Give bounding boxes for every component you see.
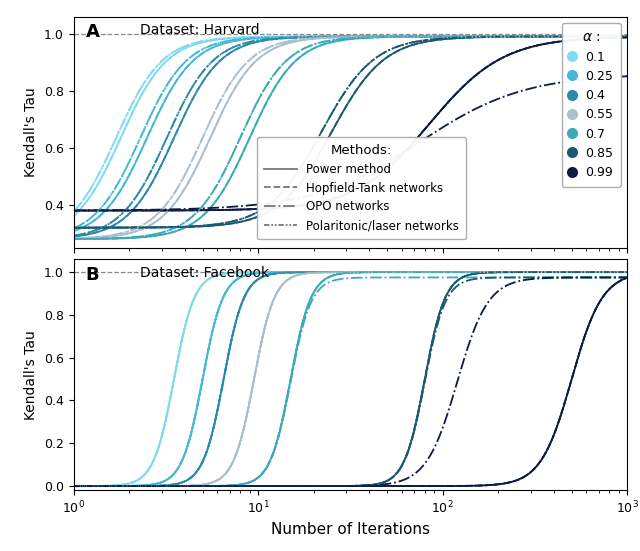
Y-axis label: Kendall's Tau: Kendall's Tau — [24, 330, 38, 420]
Text: Dataset: Harvard: Dataset: Harvard — [140, 24, 260, 37]
Y-axis label: Kendall's Tau: Kendall's Tau — [24, 87, 38, 177]
Text: B: B — [86, 266, 99, 284]
Legend: 0.1, 0.25, 0.4, 0.55, 0.7, 0.85, 0.99: 0.1, 0.25, 0.4, 0.55, 0.7, 0.85, 0.99 — [562, 23, 621, 187]
Text: Dataset: Facebook: Dataset: Facebook — [140, 266, 269, 280]
X-axis label: Number of Iterations: Number of Iterations — [271, 522, 430, 537]
Text: A: A — [86, 24, 100, 41]
